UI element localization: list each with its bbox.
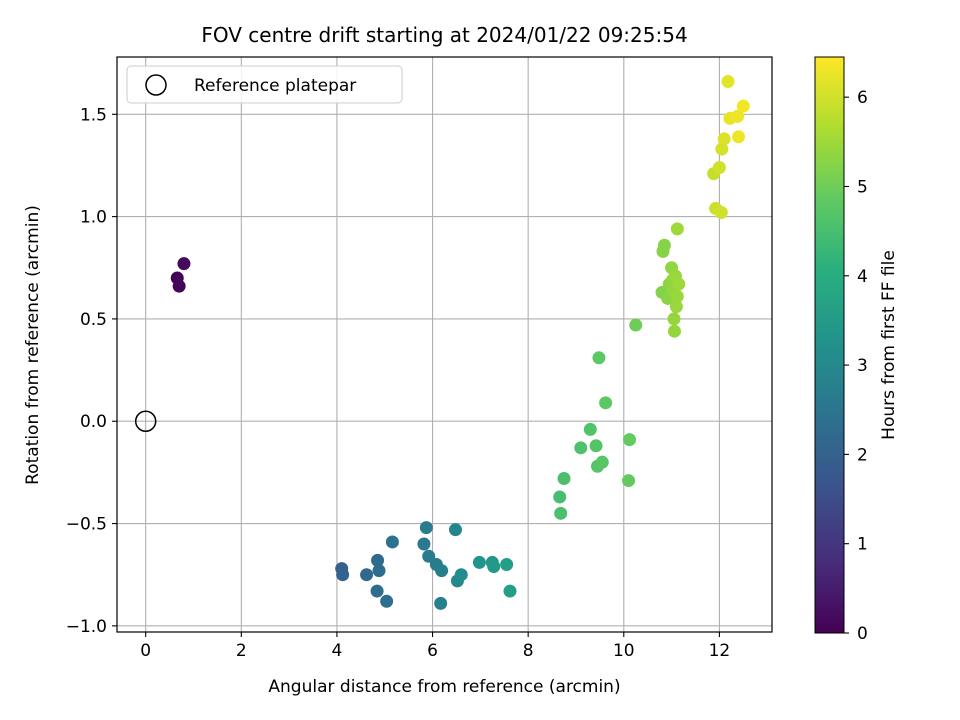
data-point <box>554 506 568 520</box>
grid <box>117 57 772 632</box>
data-point <box>503 584 517 598</box>
data-point <box>715 142 729 156</box>
y-tick-label: 1.0 <box>80 208 107 228</box>
data-point <box>731 109 745 123</box>
data-point <box>371 553 385 567</box>
data-point <box>592 351 606 365</box>
y-tick-label: 1.5 <box>80 105 107 125</box>
x-tick-label: 6 <box>427 641 438 661</box>
colorbar-tick-label: 5 <box>857 177 868 197</box>
data-point <box>487 560 501 574</box>
colorbar-tick-label: 0 <box>857 624 868 644</box>
data-point <box>672 277 686 291</box>
data-point <box>629 318 643 332</box>
legend-marker <box>145 74 167 96</box>
legend: Reference platepar <box>126 65 403 104</box>
data-point <box>736 99 750 113</box>
data-point <box>721 75 735 89</box>
x-tick-label: 0 <box>140 641 151 661</box>
data-point <box>657 238 671 252</box>
legend-entry-reference-platepar: Reference platepar <box>194 76 356 96</box>
colorbar-label: Hours from first FF file <box>879 250 899 440</box>
data-point <box>360 568 374 582</box>
data-points <box>134 75 750 610</box>
data-point <box>623 433 637 447</box>
data-point <box>434 596 448 610</box>
y-axis-label: Rotation from reference (arcmin) <box>23 205 43 485</box>
legend-box <box>126 65 403 104</box>
data-point <box>589 439 603 453</box>
data-point <box>417 537 431 551</box>
x-axis: 0 2 4 6 8 10 12 <box>140 632 730 661</box>
data-point <box>553 490 567 504</box>
colorbar: 0 1 2 3 4 5 6 Hours from first FF file <box>814 56 899 644</box>
data-point <box>670 222 684 236</box>
data-point <box>419 521 433 535</box>
data-point <box>422 549 436 563</box>
data-point <box>667 312 681 326</box>
data-point <box>435 564 449 578</box>
data-point <box>714 206 728 220</box>
data-point <box>669 300 683 314</box>
data-point <box>599 396 613 410</box>
colorbar-tick-label: 4 <box>857 267 868 287</box>
data-point <box>595 455 609 469</box>
colorbar-gradient <box>814 56 845 634</box>
data-point <box>667 324 681 338</box>
y-axis: −1.0 −0.5 0.0 0.5 1.0 1.5 <box>66 105 117 637</box>
data-point <box>172 279 186 293</box>
y-tick-label: 0.5 <box>80 310 107 330</box>
data-point <box>574 441 588 455</box>
colorbar-tick-label: 1 <box>857 535 868 555</box>
y-tick-label: 0.0 <box>80 412 107 432</box>
data-point <box>717 132 731 146</box>
data-point <box>177 257 191 271</box>
data-point <box>712 160 726 174</box>
colorbar-tick-label: 3 <box>857 356 868 376</box>
data-point <box>622 474 636 488</box>
colorbar-ticks: 0 1 2 3 4 5 6 <box>844 88 868 644</box>
x-tick-label: 12 <box>709 641 731 661</box>
data-point <box>380 594 394 608</box>
data-point <box>557 472 571 486</box>
chart-title: FOV centre drift starting at 2024/01/22 … <box>201 23 687 47</box>
y-tick-label: −1.0 <box>66 617 107 637</box>
data-point <box>670 289 684 303</box>
data-point <box>583 422 597 436</box>
y-tick-label: −0.5 <box>66 515 107 535</box>
data-point <box>448 523 462 537</box>
data-point <box>732 130 746 144</box>
reference-platepar-marker <box>134 410 157 432</box>
colorbar-tick-label: 2 <box>857 445 868 465</box>
data-point <box>372 564 386 578</box>
data-point <box>370 584 384 598</box>
colorbar-tick-label: 6 <box>857 88 868 108</box>
data-point <box>385 535 399 549</box>
plot-frame <box>116 56 773 633</box>
data-point <box>500 557 514 571</box>
data-point <box>454 568 468 582</box>
x-tick-label: 4 <box>332 641 343 661</box>
x-tick-label: 2 <box>236 641 247 661</box>
data-point <box>336 568 350 582</box>
x-tick-label: 8 <box>523 641 534 661</box>
data-point <box>472 555 486 569</box>
x-tick-label: 10 <box>613 641 635 661</box>
x-axis-label: Angular distance from reference (arcmin) <box>268 677 620 697</box>
